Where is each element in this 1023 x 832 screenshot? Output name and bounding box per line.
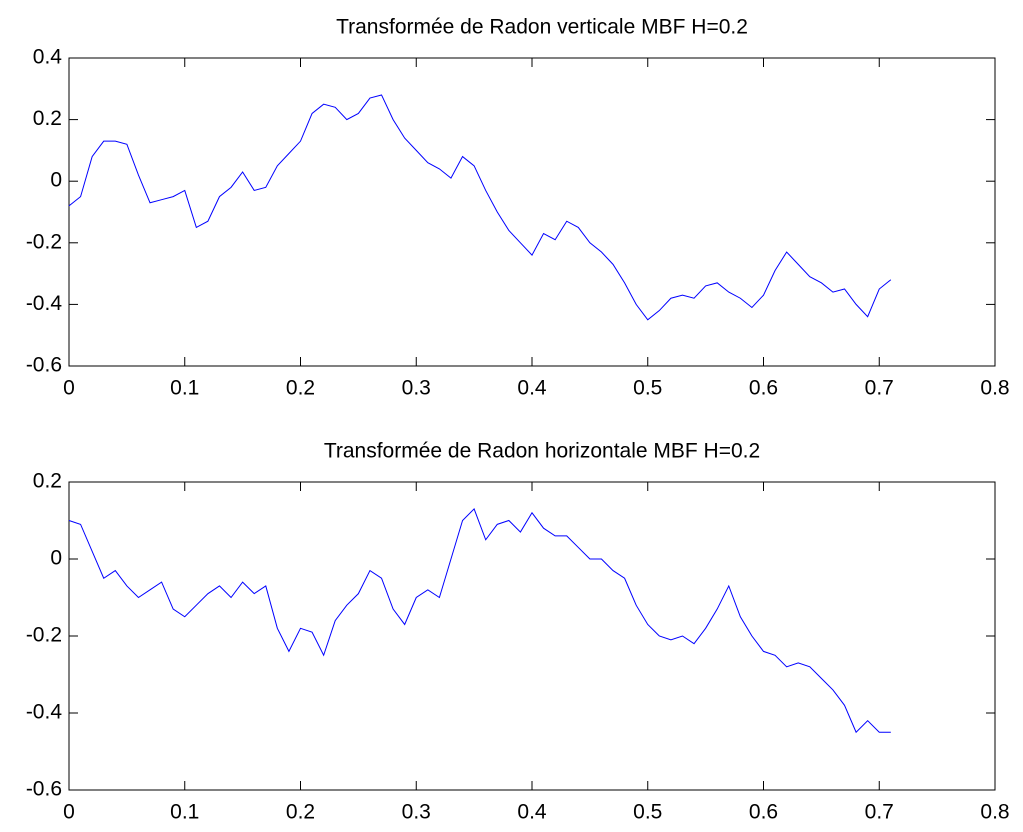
chart-title: Transformée de Radon verticale MBF H=0.2 xyxy=(336,16,748,39)
y-tick-label: -0.2 xyxy=(26,624,62,647)
x-tick-label: 0.2 xyxy=(286,377,315,400)
x-tick-label: 0.2 xyxy=(286,801,315,824)
y-tick-label: -0.2 xyxy=(26,230,62,253)
x-tick-label: 0.1 xyxy=(170,801,199,824)
x-tick-label: 0.4 xyxy=(517,801,547,824)
y-tick-label: 0.2 xyxy=(33,470,62,493)
y-tick-label: -0.4 xyxy=(26,292,63,315)
x-tick-label: 0.8 xyxy=(980,801,1009,824)
x-tick-label: 0.5 xyxy=(633,801,662,824)
x-tick-label: 0.7 xyxy=(865,377,894,400)
plot-area xyxy=(68,481,996,791)
y-tick-label: 0 xyxy=(50,547,62,570)
data-line xyxy=(68,508,891,734)
y-tick-label: -0.6 xyxy=(26,354,62,377)
x-tick-label: 0 xyxy=(63,801,75,824)
x-tick-label: 0.3 xyxy=(402,801,431,824)
x-tick-label: 0.6 xyxy=(749,377,778,400)
x-tick-label: 0.7 xyxy=(865,801,894,824)
y-tick-label: 0.2 xyxy=(33,107,62,130)
x-tick-label: 0.1 xyxy=(170,377,199,400)
x-tick-label: 0.8 xyxy=(980,377,1009,400)
x-tick-label: 0.3 xyxy=(402,377,431,400)
chart-title: Transformée de Radon horizontale MBF H=0… xyxy=(324,440,760,463)
y-tick-label: 0.4 xyxy=(33,46,63,69)
data-line xyxy=(68,94,892,321)
y-tick-label: -0.4 xyxy=(26,701,63,724)
plot-area xyxy=(68,57,996,367)
x-tick-label: 0.5 xyxy=(633,377,662,400)
y-tick-label: -0.6 xyxy=(26,778,62,801)
x-tick-label: 0.4 xyxy=(517,377,547,400)
x-tick-label: 0 xyxy=(63,377,75,400)
y-tick-label: 0 xyxy=(50,169,62,192)
x-tick-label: 0.6 xyxy=(749,801,778,824)
